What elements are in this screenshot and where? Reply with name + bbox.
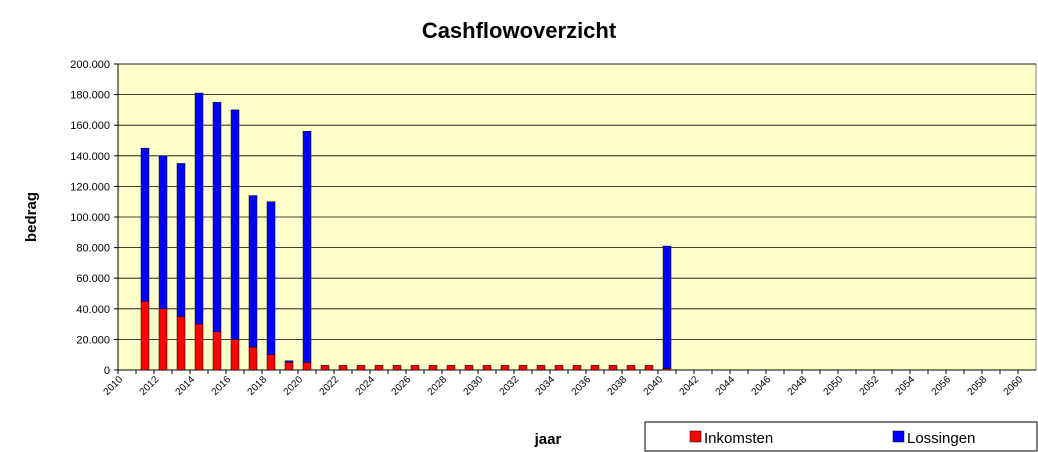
legend-label: Lossingen [907,430,975,447]
bar [302,362,312,371]
x-tick-label: 2046 [750,374,774,398]
x-tick-label: 2026 [390,374,414,398]
bar [536,365,546,371]
bar [590,365,600,371]
y-tick-label: 0 [104,365,110,377]
bar [284,360,294,363]
bar [230,109,240,340]
x-tick-label: 2056 [930,374,954,398]
bar [518,365,528,371]
bar [482,365,492,371]
x-tick-label: 2044 [714,374,738,398]
bar [338,365,348,371]
legend-label: Inkomsten [704,430,773,447]
bar [572,365,582,371]
legend-swatch [689,430,702,443]
y-tick-label: 120.000 [70,181,110,193]
x-tick-label: 2042 [678,374,702,398]
bar [266,354,276,371]
bar [140,300,150,371]
bar [500,365,510,371]
y-tick-label: 80.000 [76,243,110,255]
x-tick-label: 2050 [822,374,846,398]
x-tick-label: 2038 [606,374,630,398]
bar [248,195,258,348]
x-tick-label: 2016 [210,374,234,398]
x-tick-label: 2018 [246,374,270,398]
x-tick-label: 2022 [318,374,342,398]
chart-title: Cashflowoverzicht [422,18,617,43]
x-tick-label: 2010 [102,374,126,398]
bar [464,365,474,371]
x-tick-label: 2052 [858,374,882,398]
bar [662,245,672,369]
x-tick-label: 2048 [786,374,810,398]
bar [356,365,366,371]
y-tick-label: 160.000 [70,120,110,132]
y-tick-label: 100.000 [70,212,110,224]
bar [176,316,186,371]
bar [248,346,258,371]
bar [374,365,384,371]
x-tick-label: 2014 [174,374,198,398]
x-tick-label: 2020 [282,374,306,398]
bar [392,365,402,371]
y-axis-label: bedrag [23,192,40,242]
x-tick-label: 2030 [462,374,486,398]
bar [428,365,438,371]
x-tick-label: 2034 [534,374,558,398]
bar [446,365,456,371]
bar [158,155,168,310]
bar [212,102,222,332]
bar [194,323,204,371]
bar [230,339,240,371]
x-tick-label: 2036 [570,374,594,398]
y-tick-label: 60.000 [76,273,110,285]
x-tick-label: 2028 [426,374,450,398]
bar [626,365,636,371]
bar [284,362,294,371]
y-tick-label: 40.000 [76,304,110,316]
x-tick-label: 2040 [642,374,666,398]
x-tick-label: 2012 [138,374,162,398]
legend-box [644,421,1038,452]
bar [194,92,204,325]
bar [644,365,654,371]
y-tick-label: 180.000 [70,90,110,102]
y-tick-label: 20.000 [76,334,110,346]
bar [608,365,618,371]
x-tick-label: 2032 [498,374,522,398]
x-tick-label: 2024 [354,374,378,398]
x-tick-label: 2058 [966,374,990,398]
y-tick-label: 200.000 [70,59,110,71]
y-tick-label: 140.000 [70,151,110,163]
x-tick-label: 2054 [894,374,918,398]
bar [266,201,276,355]
bar [212,331,222,371]
x-axis-label: jaar [534,431,562,448]
bar [176,163,186,317]
legend-swatch [892,430,905,443]
bar [140,147,150,302]
bar [302,131,312,363]
bar [320,365,330,371]
bar [158,308,168,371]
bar [554,365,564,371]
x-tick-label: 2060 [1002,374,1026,398]
bar [410,365,420,371]
